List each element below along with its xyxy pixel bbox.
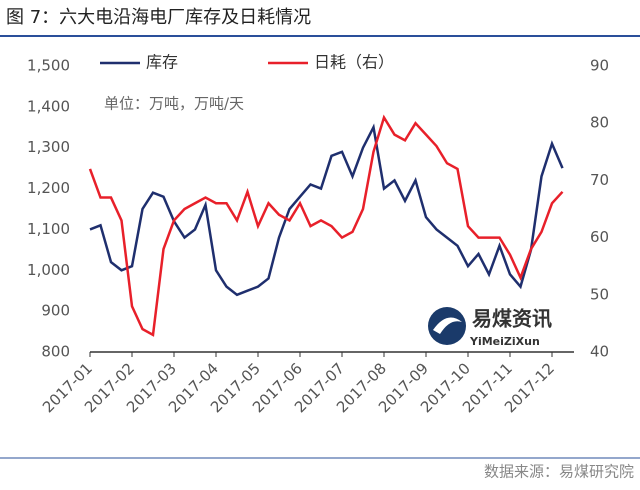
legend-label: 库存: [146, 53, 178, 72]
y-tick-label: 1,500: [27, 57, 70, 75]
y2-tick-label: 80: [590, 114, 609, 132]
legend-label: 日耗（右）: [314, 53, 394, 72]
y2-tick-label: 50: [590, 285, 609, 303]
y2-tick-label: 40: [590, 343, 609, 361]
y-tick-label: 1,100: [27, 220, 70, 238]
watermark-name: 易煤资讯: [472, 307, 552, 331]
watermark: 易煤资讯 YiMeiZiXun: [428, 307, 552, 348]
y-tick-label: 900: [41, 302, 70, 320]
watermark-pinyin: YiMeiZiXun: [469, 335, 540, 348]
y2-tick-label: 70: [590, 171, 609, 189]
y-tick-label: 1,400: [27, 97, 70, 115]
line-series: [88, 114, 564, 337]
line-series: [89, 123, 564, 297]
y-tick-label: 1,000: [27, 261, 70, 279]
unit-note: 单位：万吨，万吨/天: [104, 95, 244, 113]
source: 数据来源：易煤研究院: [484, 463, 634, 481]
chart-title: 图 7：六大电沿海电厂库存及日耗情况: [6, 7, 311, 28]
logo-swoosh: [433, 317, 462, 334]
y2-tick-label: 90: [590, 57, 609, 75]
y-tick-label: 1,200: [27, 179, 70, 197]
logo: [428, 307, 466, 345]
y2-tick-label: 60: [590, 228, 609, 246]
y-tick-label: 1,300: [27, 138, 70, 156]
y-tick-label: 800: [41, 343, 70, 361]
